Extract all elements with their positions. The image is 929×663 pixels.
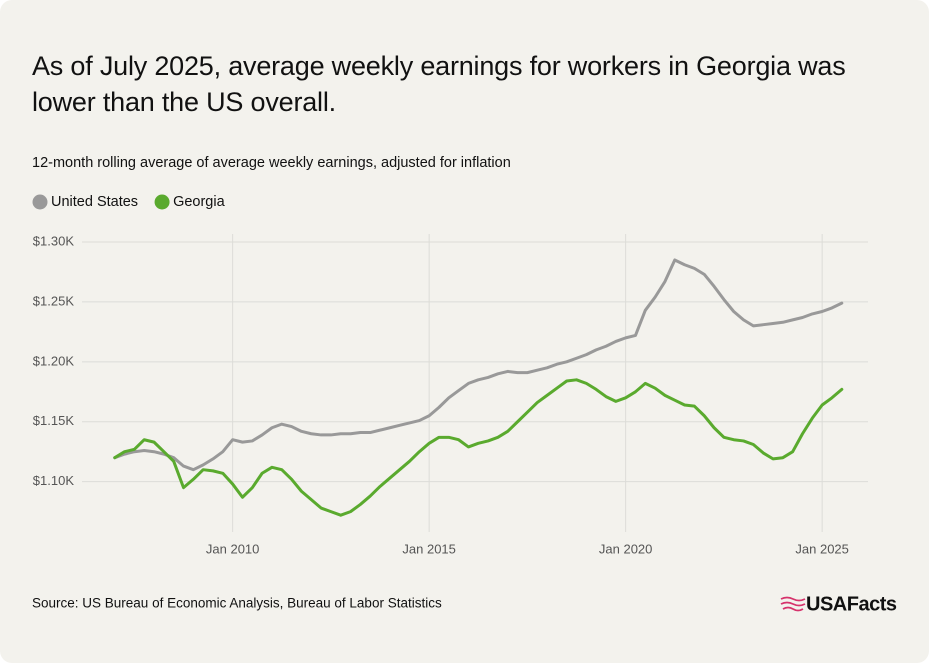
legend-swatch xyxy=(154,194,170,210)
y-tick-label: $1.10K xyxy=(33,473,75,488)
logo-flag xyxy=(780,596,806,612)
series-line xyxy=(113,258,844,472)
source-note: Source: US Bureau of Economic Analysis, … xyxy=(32,596,442,611)
legend-label: United States xyxy=(51,194,138,210)
y-tick-label: $1.30K xyxy=(33,233,75,248)
y-tick-label: $1.20K xyxy=(33,353,75,368)
x-tick-label: Jan 2010 xyxy=(206,541,260,556)
y-tick-label: $1.15K xyxy=(33,413,75,428)
brand-logo: USAFacts xyxy=(780,593,897,615)
legend-label: Georgia xyxy=(173,194,226,210)
legend-swatch xyxy=(32,194,48,210)
x-tick-label: Jan 2020 xyxy=(599,541,653,556)
x-tick-label: Jan 2015 xyxy=(402,541,456,556)
series-line xyxy=(113,378,844,517)
chart-title: As of July 2025, average weekly earnings… xyxy=(32,51,846,117)
y-tick-label: $1.25K xyxy=(33,293,75,308)
logo-text: USAFacts xyxy=(806,593,897,615)
chart-subtitle: 12-month rolling average of average week… xyxy=(32,155,511,171)
x-tick-label: Jan 2025 xyxy=(795,541,849,556)
